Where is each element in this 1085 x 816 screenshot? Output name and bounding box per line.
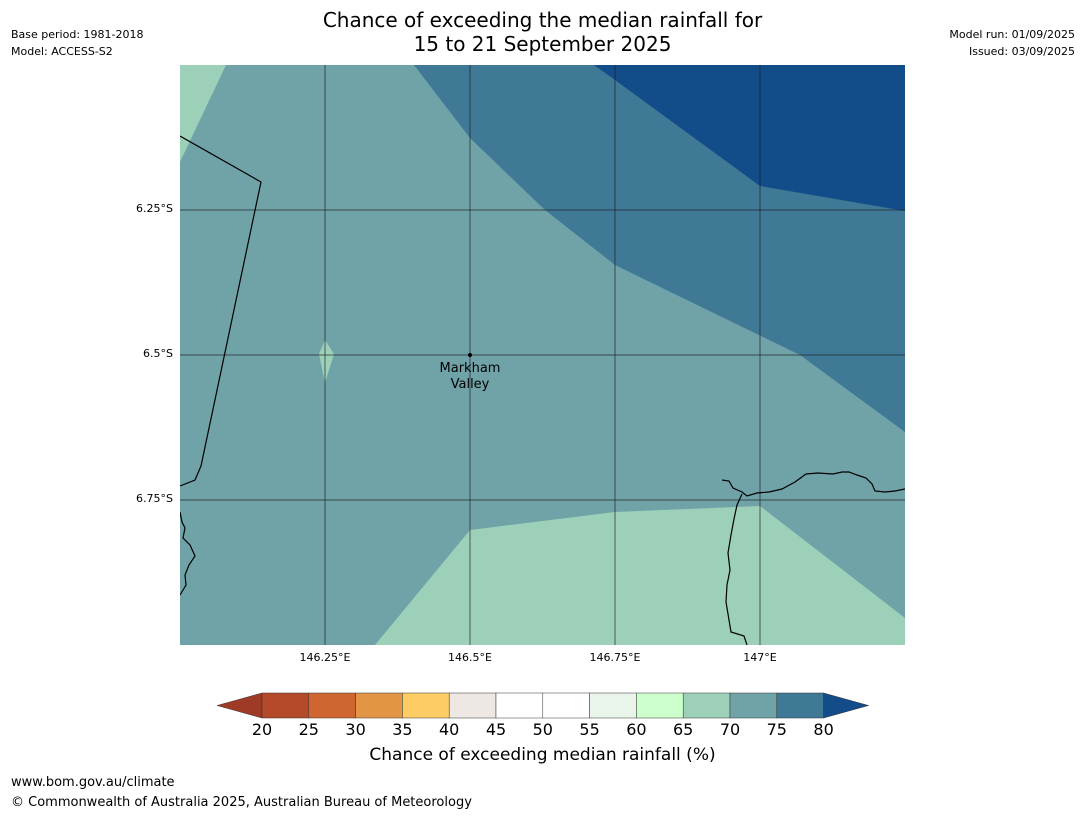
lat-label-6-75: 6.75°S [136,492,173,505]
colorbar-bin [308,692,356,719]
colorbar-tick-label: 50 [532,720,553,739]
colorbar-tick-label: 40 [439,720,460,739]
zone-65-70-northwest [180,65,226,162]
lat-label-6-5: 6.5°S [143,347,173,360]
colorbar-bin [448,692,497,719]
zone-65-70-south [375,506,905,645]
colorbar-bin [682,692,731,719]
footer-url: www.bom.gov.au/climate [11,775,175,790]
colorbar-tick-label: 60 [626,720,647,739]
colorbar-bin [402,692,450,719]
colorbar-tick-label: 80 [813,720,834,739]
model-run-text: Model run: 01/09/2025 [949,28,1075,41]
colorbar-bin [495,692,544,719]
colorbar-tick-label: 75 [766,720,787,739]
meta-right: Model run: 01/09/2025 Issued: 03/09/2025 [949,26,1075,60]
gulf-coastline [721,471,905,497]
colorbar-tick-label: 65 [673,720,694,739]
title-line-1: Chance of exceeding the median rainfall … [322,8,763,32]
place-label-line-2: Valley [451,377,490,392]
zone-65-70-small [319,340,334,383]
colorbar-tick-label: 55 [579,720,600,739]
place-label-line-1: Markham [440,361,501,376]
colorbar-bin [261,692,310,719]
title-line-2: 15 to 21 September 2025 [413,32,672,56]
colorbar-tick-label: 20 [251,720,273,739]
colorbar-tick-label: 35 [392,720,413,739]
map-title: Chance of exceeding the median rainfall … [0,8,1085,56]
colorbar-title: Chance of exceeding median rainfall (%) [369,745,716,765]
colorbar-bin [776,692,824,719]
lat-label-6-25: 6.25°S [136,202,173,215]
colorbar-bin [589,692,637,719]
model-text: Model: ACCESS-S2 [11,45,113,58]
lon-label-147: 147°E [743,651,777,664]
colorbar-tick-label: 30 [345,720,366,739]
base-period-text: Base period: 1981-2018 [11,28,144,41]
issued-text: Issued: 03/09/2025 [968,45,1075,58]
colorbar-tick-label: 45 [485,720,507,739]
meta-left: Base period: 1981-2018 Model: ACCESS-S2 [11,26,143,60]
colorbar-tick-label: 70 [719,720,741,739]
markham-valley-marker [468,353,472,357]
footer-copyright: © Commonwealth of Australia 2025, Austra… [11,795,472,810]
colorbar-bin [355,692,403,719]
lon-label-146-5: 146.5°E [448,651,492,664]
west-coastline [180,511,196,596]
lon-label-146-75: 146.75°E [589,651,641,664]
colorbar-bin [636,692,684,719]
colorbar-bin [729,692,778,719]
colorbar-bin [542,692,590,719]
province-border [180,135,262,487]
colorbar-extend-low [216,692,263,719]
graticule [180,65,905,645]
rainfall-probability-map: Markham Valley [180,65,905,645]
river-line [725,493,748,645]
lon-label-146-25: 146.25°E [299,651,351,664]
colorbar-tick-label: 25 [298,720,319,739]
zone-80-plus [594,65,905,211]
colorbar [216,692,870,719]
colorbar-extend-high [823,692,870,719]
